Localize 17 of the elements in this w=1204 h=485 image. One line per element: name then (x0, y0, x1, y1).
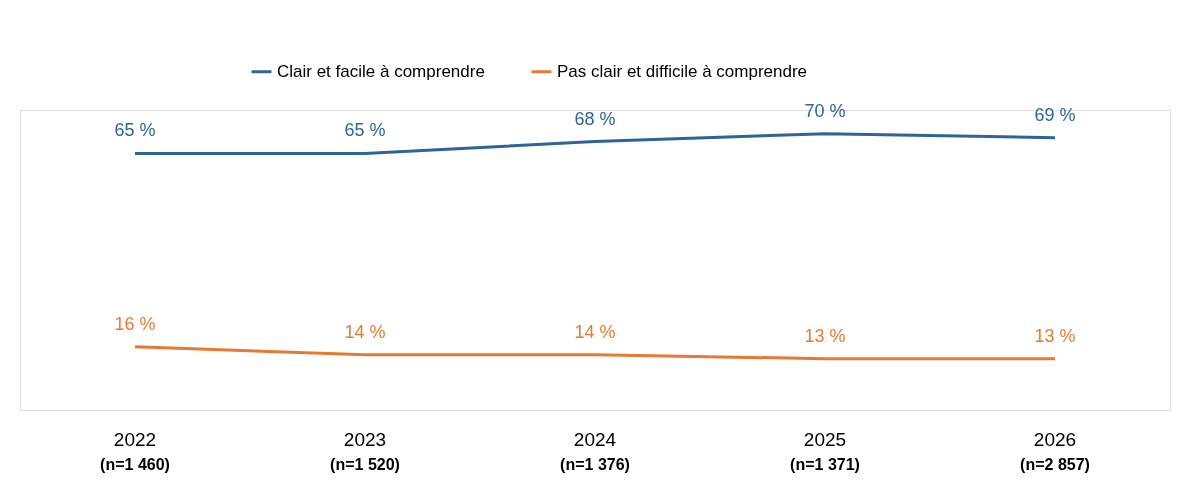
category-label: 2025 (n=1 371) (790, 429, 860, 473)
category-label: 2024 (n=1 376) (560, 429, 630, 473)
data-label: 16 % (114, 313, 156, 334)
data-label: 13 % (1034, 325, 1076, 346)
data-label: 13 % (804, 325, 846, 346)
data-label: 65 % (344, 120, 386, 141)
legend-label: Clair et facile à comprendre (277, 61, 485, 81)
category-label: 2023 (n=1 520) (330, 429, 400, 473)
legend-label: Pas clair et difficile à comprendre (557, 61, 808, 81)
data-label: 14 % (344, 321, 386, 342)
data-label: 65 % (114, 120, 156, 141)
data-label: 68 % (574, 108, 616, 129)
category-label: 2022 (n=1 460) (100, 429, 170, 473)
data-label: 14 % (574, 321, 616, 342)
data-label: 69 % (1034, 104, 1076, 125)
category-label: 2026 (n=2 857) (1020, 429, 1090, 473)
data-label: 70 % (804, 100, 846, 121)
